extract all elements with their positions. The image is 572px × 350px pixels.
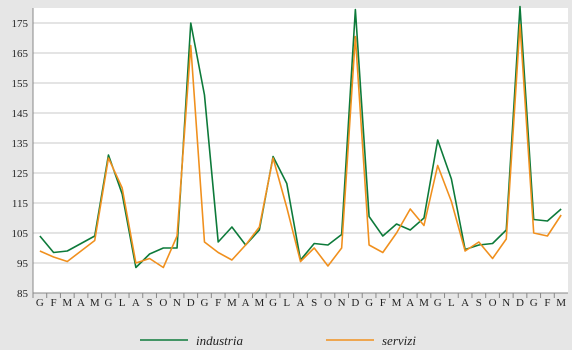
x-tick-label: N bbox=[173, 297, 181, 309]
x-tick-label: M bbox=[254, 297, 264, 309]
plot-area bbox=[33, 8, 568, 293]
y-tick-label: 125 bbox=[12, 168, 29, 180]
x-tick-label: D bbox=[351, 297, 359, 309]
x-tick-label: M bbox=[556, 297, 566, 309]
x-tick-label: G bbox=[200, 297, 208, 309]
x-tick-label: M bbox=[90, 297, 100, 309]
x-tick-label: D bbox=[187, 297, 195, 309]
x-tick-label: M bbox=[392, 297, 402, 309]
x-tick-label: O bbox=[489, 297, 497, 309]
x-tick-label: S bbox=[311, 297, 317, 309]
x-tick-label: A bbox=[297, 297, 305, 309]
x-tick-label: M bbox=[62, 297, 72, 309]
y-tick-label: 85 bbox=[17, 288, 29, 300]
x-tick-label: S bbox=[147, 297, 153, 309]
x-tick-label: A bbox=[242, 297, 250, 309]
x-tick-label: F bbox=[380, 297, 386, 309]
x-tick-label: N bbox=[338, 297, 346, 309]
y-tick-label: 175 bbox=[12, 18, 29, 30]
grid-lines bbox=[33, 22, 568, 294]
x-tick-label: G bbox=[434, 297, 442, 309]
x-tick-label: F bbox=[215, 297, 221, 309]
x-tick-label: D bbox=[516, 297, 524, 309]
series-line-servizi bbox=[39, 23, 562, 269]
x-tick-label: G bbox=[530, 297, 538, 309]
y-tick-label: 95 bbox=[17, 258, 29, 270]
x-tick-label: N bbox=[502, 297, 510, 309]
y-tick-label: 155 bbox=[12, 78, 29, 90]
legend-label-servizi: servizi bbox=[382, 333, 416, 348]
y-tick-label: 145 bbox=[12, 108, 29, 120]
x-tick-label: M bbox=[419, 297, 429, 309]
x-tick-label: A bbox=[77, 297, 85, 309]
x-tick-label: O bbox=[159, 297, 167, 309]
y-tick-label: 165 bbox=[12, 48, 29, 60]
x-tick-label: L bbox=[119, 297, 126, 309]
x-tick-label: A bbox=[461, 297, 469, 309]
legend-label-industria: industria bbox=[196, 333, 243, 348]
y-tick-label: 115 bbox=[12, 198, 29, 210]
series-lines bbox=[39, 5, 562, 269]
x-tick-label: G bbox=[36, 297, 44, 309]
x-tick-label: L bbox=[283, 297, 290, 309]
x-tick-label: G bbox=[269, 297, 277, 309]
x-tick-label: M bbox=[227, 297, 237, 309]
x-tick-label: O bbox=[324, 297, 332, 309]
y-tick-label: 105 bbox=[12, 228, 29, 240]
y-tick-label: 135 bbox=[12, 138, 29, 150]
x-tick-label: G bbox=[104, 297, 112, 309]
legend: industria servizi bbox=[140, 333, 416, 348]
y-axis-ticks: 85 95 105 115 125 135 145 155 165 175 bbox=[12, 18, 29, 300]
x-tick-label: A bbox=[406, 297, 414, 309]
x-tick-label: F bbox=[544, 297, 550, 309]
x-tick-label: L bbox=[448, 297, 455, 309]
x-tick-label: S bbox=[476, 297, 482, 309]
x-tick-label: F bbox=[51, 297, 57, 309]
x-tick-label: G bbox=[365, 297, 373, 309]
x-tick-label: A bbox=[132, 297, 140, 309]
